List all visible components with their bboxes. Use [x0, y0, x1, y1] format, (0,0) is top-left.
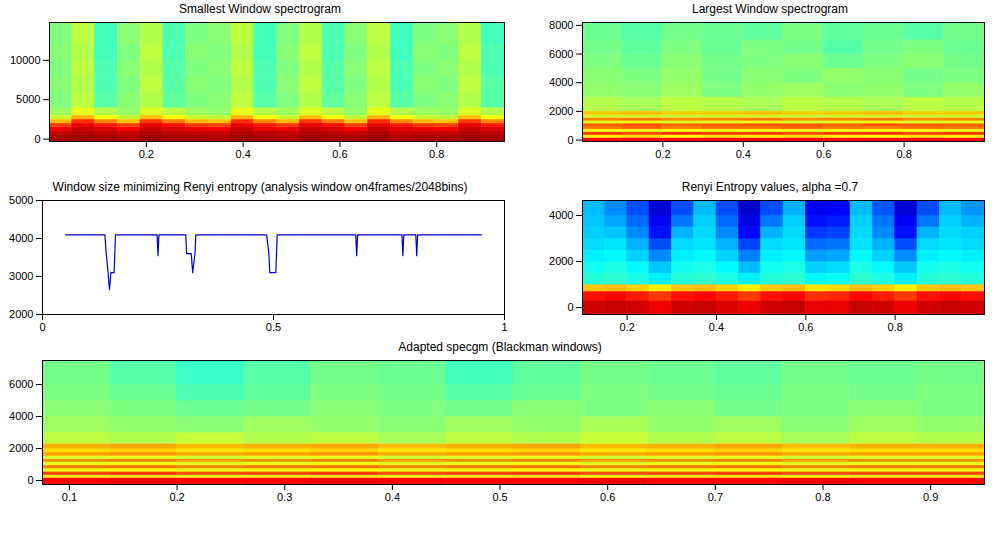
svg-text:0.8: 0.8: [896, 148, 911, 160]
svg-text:0.8: 0.8: [429, 148, 444, 160]
svg-text:1: 1: [501, 321, 507, 333]
svg-text:0.8: 0.8: [888, 321, 903, 333]
svg-text:0.3: 0.3: [277, 491, 292, 503]
html-text:Largest Window spectrogram: Largest Window spectrogram: [692, 2, 848, 16]
svg-text:4000: 4000: [9, 410, 33, 422]
svg-text:0: 0: [39, 321, 45, 333]
svg-text:5000: 5000: [16, 93, 40, 105]
html-text:Smallest Window spectrogram: Smallest Window spectrogram: [179, 2, 341, 16]
html-text:Renyi Entropy values, alpha =0: Renyi Entropy values, alpha =0.7: [681, 180, 859, 194]
svg-text:4000: 4000: [549, 209, 573, 221]
svg-text:0.4: 0.4: [709, 321, 724, 333]
svg-text:0.6: 0.6: [332, 148, 347, 160]
svg-text:0.4: 0.4: [736, 148, 751, 160]
svg-text:0.4: 0.4: [385, 491, 400, 503]
svg-text:0: 0: [567, 134, 573, 146]
svg-text:2000: 2000: [549, 105, 573, 117]
svg-text:0.6: 0.6: [798, 321, 813, 333]
svg-text:5000: 5000: [9, 194, 33, 206]
svg-text:0.6: 0.6: [600, 491, 615, 503]
svg-text:4000: 4000: [549, 76, 573, 88]
svg-text:0.6: 0.6: [816, 148, 831, 160]
svg-text:4000: 4000: [9, 232, 33, 244]
svg-text:2000: 2000: [549, 255, 573, 267]
svg-text:0.1: 0.1: [62, 491, 77, 503]
svg-text:0: 0: [27, 474, 33, 486]
svg-text:2000: 2000: [9, 308, 33, 320]
svg-text:3000: 3000: [9, 270, 33, 282]
svg-text:6000: 6000: [549, 48, 573, 60]
html-text:Adapted specgm (Blackman windo: Adapted specgm (Blackman windows): [398, 340, 602, 354]
svg-text:0.2: 0.2: [620, 321, 635, 333]
svg-text:8000: 8000: [549, 19, 573, 31]
svg-text:0.2: 0.2: [169, 491, 184, 503]
svg-text:0: 0: [34, 133, 40, 145]
svg-text:0.9: 0.9: [923, 491, 938, 503]
svg-text:0: 0: [567, 301, 573, 313]
svg-text:0.7: 0.7: [708, 491, 723, 503]
svg-text:6000: 6000: [9, 378, 33, 390]
svg-text:0.2: 0.2: [655, 148, 670, 160]
svg-text:0.4: 0.4: [235, 148, 250, 160]
svg-text:0.2: 0.2: [139, 148, 154, 160]
svg-text:0.5: 0.5: [266, 321, 281, 333]
svg-text:10000: 10000: [10, 54, 41, 66]
svg-text:0.5: 0.5: [492, 491, 507, 503]
svg-text:2000: 2000: [9, 442, 33, 454]
html-text:Window size minimizing Renyi e: Window size minimizing Renyi entropy (an…: [52, 180, 468, 194]
svg-text:0.8: 0.8: [815, 491, 830, 503]
